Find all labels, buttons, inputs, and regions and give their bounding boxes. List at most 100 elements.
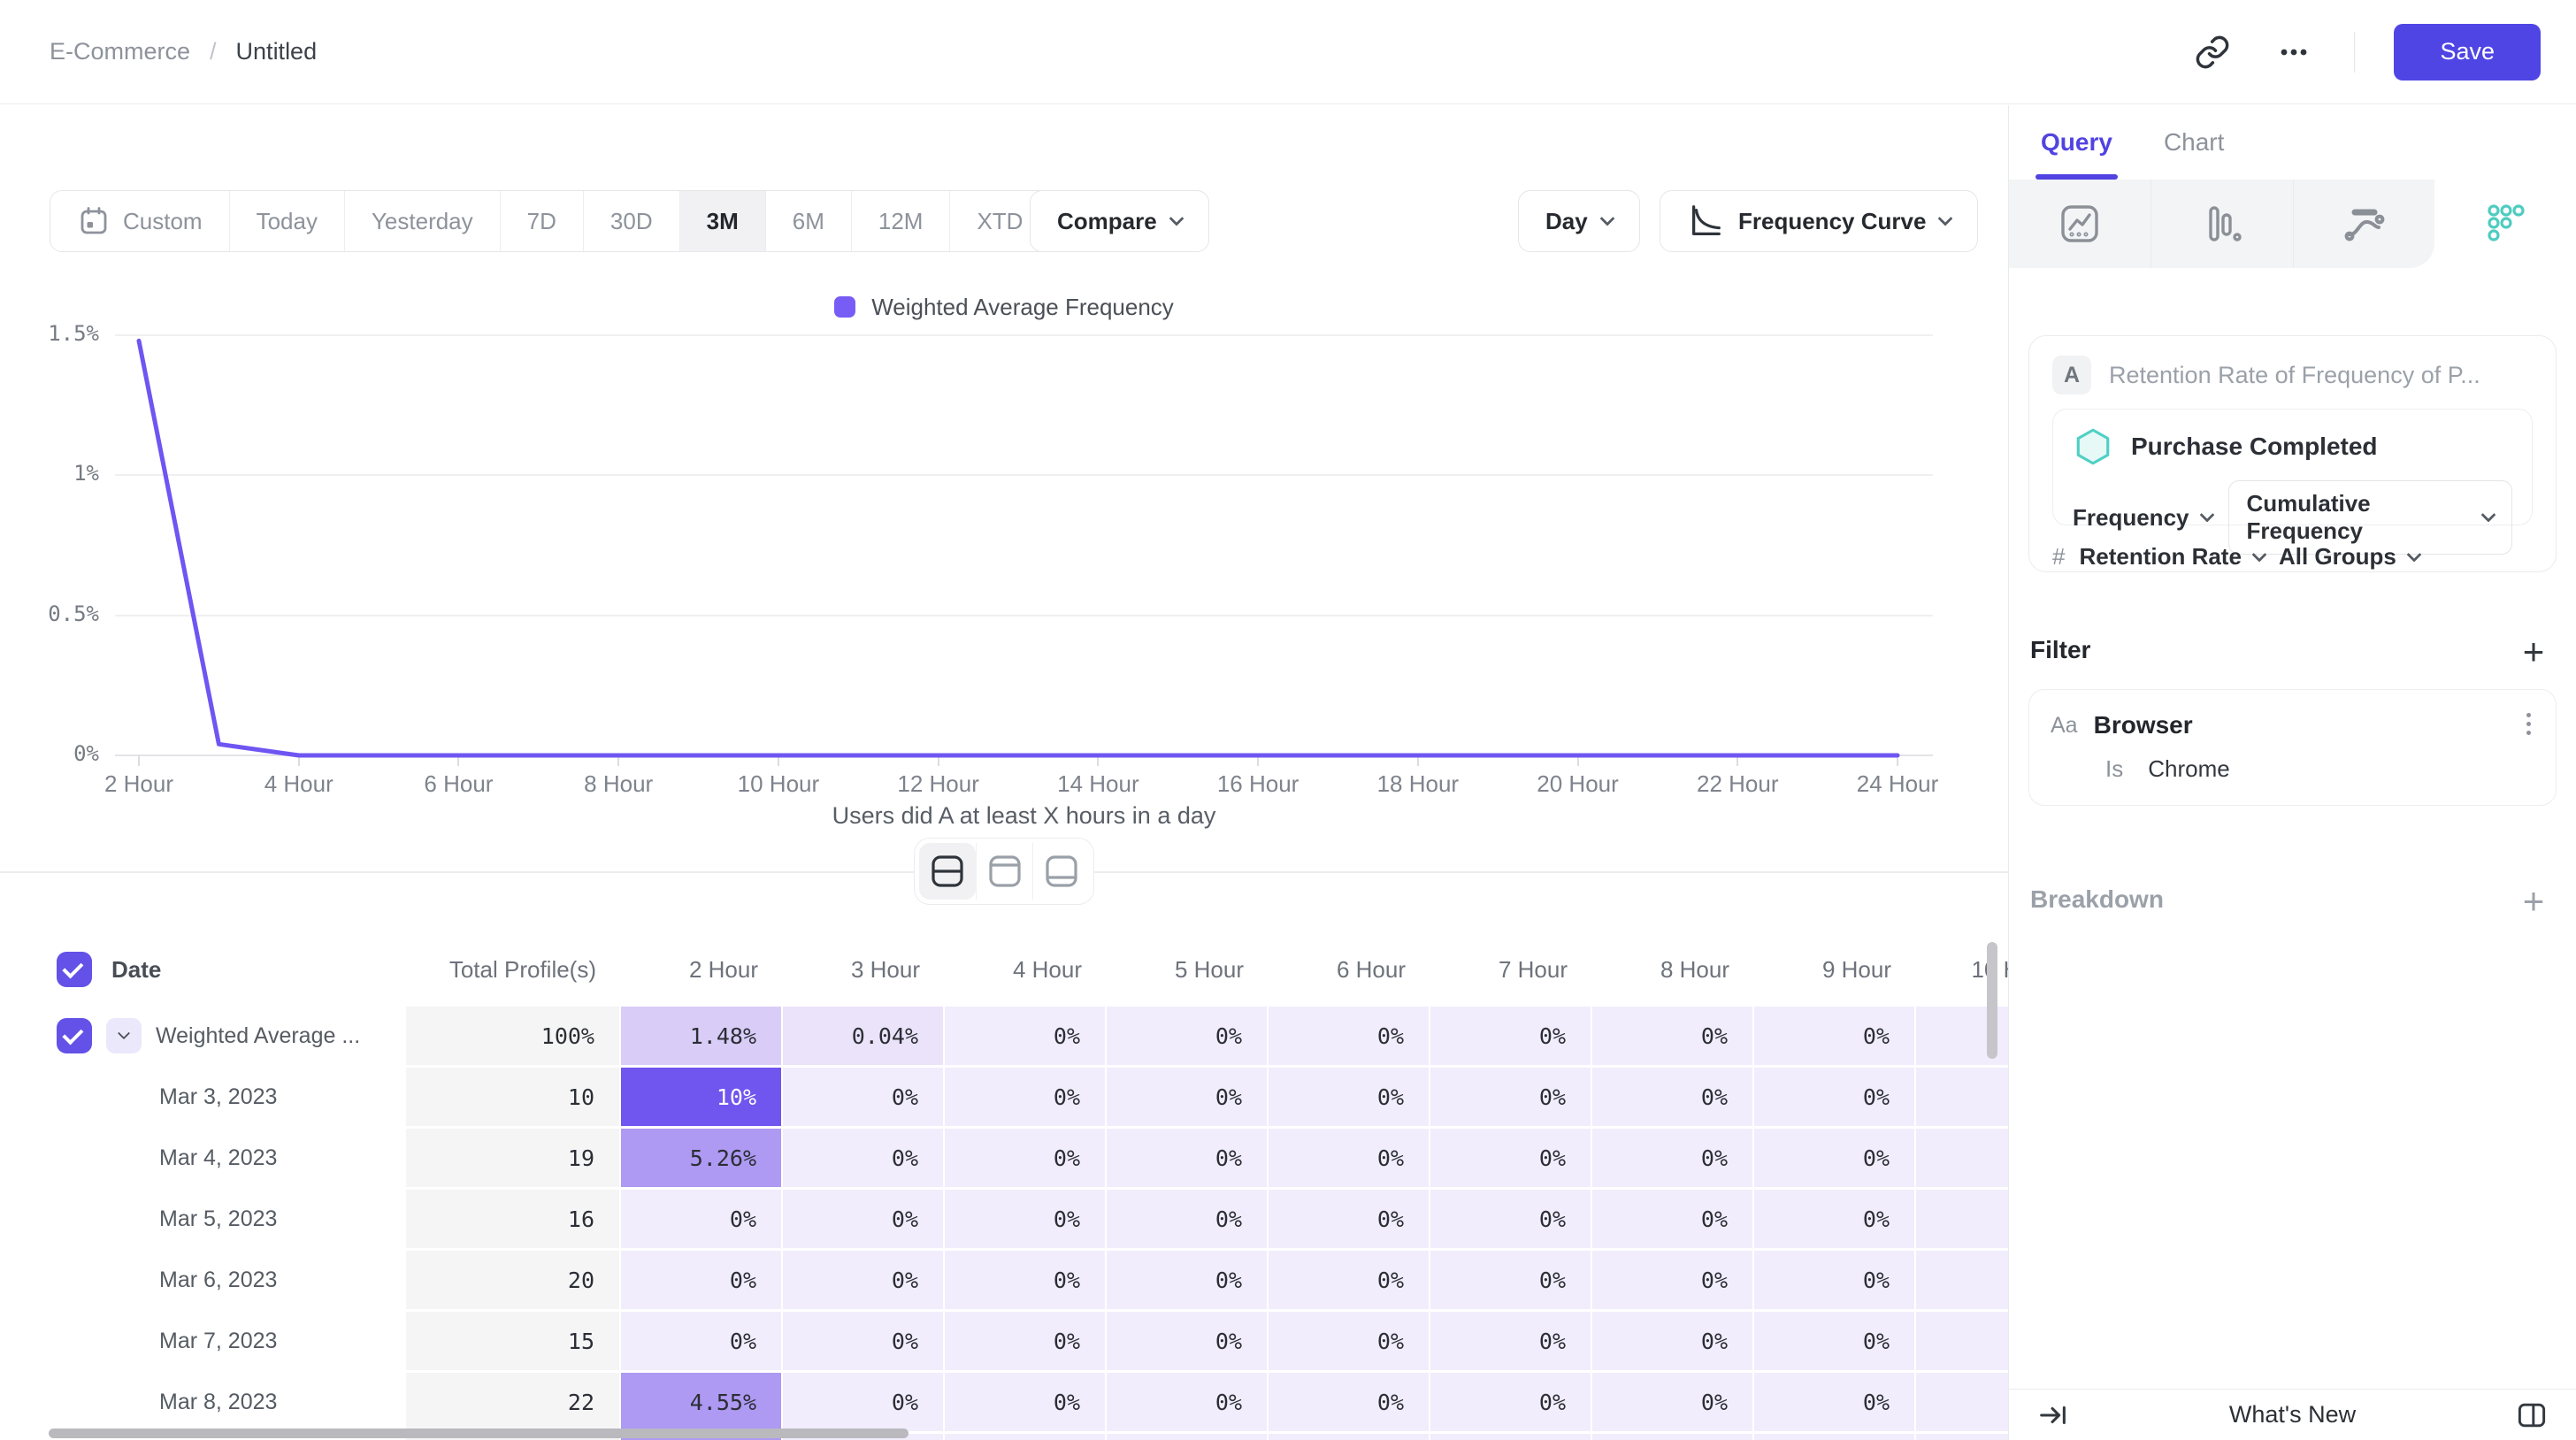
- retention-cell: 0%: [1592, 1068, 1754, 1126]
- column-header: 7 Hour: [1498, 955, 1568, 983]
- x-tick-mark: [297, 755, 300, 766]
- retention-cell: 0%: [945, 1129, 1107, 1187]
- row-label: Mar 3, 2023: [159, 1084, 278, 1109]
- chart-style-label: Frequency Curve: [1738, 207, 1927, 234]
- retention-cell: 0%: [621, 1312, 783, 1370]
- x-tick-mark: [1897, 755, 1898, 766]
- row-checkbox[interactable]: [57, 1018, 92, 1053]
- topbar-divider: [2354, 31, 2356, 73]
- retention-cell: 0%: [1107, 1373, 1269, 1431]
- filter-card: Aa Browser Is Chrome: [2028, 689, 2557, 806]
- range-button-6m[interactable]: 6M: [765, 191, 852, 251]
- chart-type-flow-button[interactable]: [2293, 180, 2435, 268]
- range-button-custom[interactable]: Custom: [50, 191, 230, 251]
- series-title[interactable]: Retention Rate of Frequency of P...: [2109, 361, 2480, 388]
- aggregation-dropdown[interactable]: Retention Rate: [2079, 543, 2267, 571]
- retention-cell: 0%: [1107, 1068, 1269, 1126]
- measure-dropdown[interactable]: Frequency: [2073, 504, 2214, 532]
- chart-type-frequency-button[interactable]: [2434, 180, 2576, 268]
- measure-mode-dropdown[interactable]: Cumulative Frequency: [2227, 480, 2512, 555]
- split-view-button[interactable]: [919, 843, 976, 900]
- row-label: Mar 6, 2023: [159, 1267, 278, 1292]
- row-expander-button[interactable]: [106, 1018, 142, 1053]
- retention-cell: 0%: [1269, 1251, 1430, 1309]
- table-row: Mar 6, 2023 20 0% 0% 0% 0% 0% 0% 0% 0%: [0, 1251, 2008, 1309]
- table-header-row: Date Total Profile(s) 2 Hour 3 Hour 4 Hour 5 …: [0, 940, 2008, 999]
- tab-chart[interactable]: Chart: [2163, 128, 2225, 156]
- chart-type-bar-button[interactable]: [2150, 180, 2294, 268]
- range-button-yesterday[interactable]: Yesterday: [344, 191, 501, 251]
- filter-menu-button[interactable]: [2523, 709, 2534, 739]
- chart-style-button[interactable]: Frequency Curve: [1660, 190, 1979, 252]
- retention-cell: 0%: [1592, 1190, 1754, 1248]
- filter-operator[interactable]: Is: [2105, 755, 2124, 782]
- table-horizontal-scrollbar[interactable]: [49, 1429, 908, 1438]
- tab-query[interactable]: Query: [2036, 105, 2118, 180]
- breadcrumb-separator: /: [210, 38, 217, 65]
- frequency-curve-line: [136, 338, 1900, 758]
- retention-cell: 0%: [1754, 1068, 1916, 1126]
- retention-cell: 0%: [1430, 1190, 1592, 1248]
- total-profiles-cell: 10: [406, 1068, 621, 1126]
- filter-value[interactable]: Chrome: [2148, 755, 2230, 782]
- bar-chart-icon: [2208, 206, 2242, 241]
- breadcrumb-project[interactable]: E-Commerce: [50, 38, 191, 65]
- range-label: 7D: [526, 207, 556, 234]
- retention-cell: 0%: [945, 1373, 1107, 1431]
- panel-layout-button[interactable]: [2511, 1394, 2553, 1436]
- retention-cell: 0%: [1592, 1373, 1754, 1431]
- range-button-3m[interactable]: 3M: [679, 191, 766, 251]
- groups-dropdown[interactable]: All Groups: [2278, 543, 2422, 571]
- save-button[interactable]: Save: [2394, 23, 2541, 80]
- hash-icon: #: [2052, 543, 2066, 570]
- chart-legend: Weighted Average Frequency: [0, 287, 2008, 326]
- chart-view-button[interactable]: [976, 843, 1032, 900]
- table-view-button[interactable]: [1032, 843, 1089, 900]
- table-vertical-scrollbar[interactable]: [1987, 942, 1997, 1059]
- retention-cell: 0%: [1754, 1312, 1916, 1370]
- retention-cell: 0%: [1269, 1068, 1430, 1126]
- total-profiles-cell: 19: [406, 1129, 621, 1187]
- frequency-curve-icon: [1692, 205, 1721, 235]
- compare-button[interactable]: Compare: [1030, 190, 1209, 252]
- x-tick-label: 22 Hour: [1697, 770, 1779, 797]
- copy-link-button[interactable]: [2191, 31, 2234, 73]
- layout-toggle-group: [914, 838, 1094, 905]
- add-filter-button[interactable]: +: [2522, 631, 2545, 672]
- retention-cell: [1592, 1434, 1754, 1440]
- range-button-12m[interactable]: 12M: [851, 191, 951, 251]
- column-header: 2 Hour: [688, 955, 758, 983]
- range-button-30d[interactable]: 30D: [583, 191, 680, 251]
- x-tick-label: 14 Hour: [1057, 770, 1139, 797]
- column-header-label: Date: [111, 955, 162, 983]
- collapse-sidebar-button[interactable]: [2032, 1394, 2074, 1436]
- range-button-7d[interactable]: 7D: [500, 191, 584, 251]
- chart-type-line-button[interactable]: [2009, 180, 2151, 268]
- row-date-cell: Mar 3, 2023: [0, 1068, 406, 1126]
- retention-cell: 0%: [1430, 1251, 1592, 1309]
- y-gridline: [115, 614, 1933, 617]
- retention-cell: 0%: [1430, 1129, 1592, 1187]
- granularity-button[interactable]: Day: [1518, 190, 1640, 252]
- more-menu-button[interactable]: [2273, 31, 2315, 73]
- range-label: 3M: [706, 207, 739, 234]
- select-all-checkbox[interactable]: [57, 952, 92, 987]
- x-tick-mark: [1097, 755, 1100, 766]
- row-date-cell: Mar 5, 2023: [0, 1190, 406, 1248]
- x-tick-label: 4 Hour: [264, 770, 334, 797]
- event-name[interactable]: Purchase Completed: [2131, 433, 2378, 460]
- retention-cell: 0%: [1592, 1007, 1754, 1065]
- range-label: 6M: [792, 207, 824, 234]
- add-breakdown-button[interactable]: +: [2522, 880, 2545, 922]
- retention-cell: 0%: [1107, 1129, 1269, 1187]
- range-button-today[interactable]: Today: [229, 191, 345, 251]
- retention-cell: 0%: [945, 1007, 1107, 1065]
- retention-cell: 0%: [945, 1068, 1107, 1126]
- groups-label: All Groups: [2278, 543, 2396, 570]
- query-series-card: A Retention Rate of Frequency of P... Pu…: [2028, 335, 2557, 572]
- filter-property[interactable]: Browser: [2093, 711, 2193, 739]
- retention-cell: [1754, 1434, 1916, 1440]
- whats-new-link[interactable]: What's New: [2228, 1401, 2357, 1428]
- range-label: Custom: [123, 207, 203, 234]
- column-header: Total Profile(s): [448, 955, 596, 983]
